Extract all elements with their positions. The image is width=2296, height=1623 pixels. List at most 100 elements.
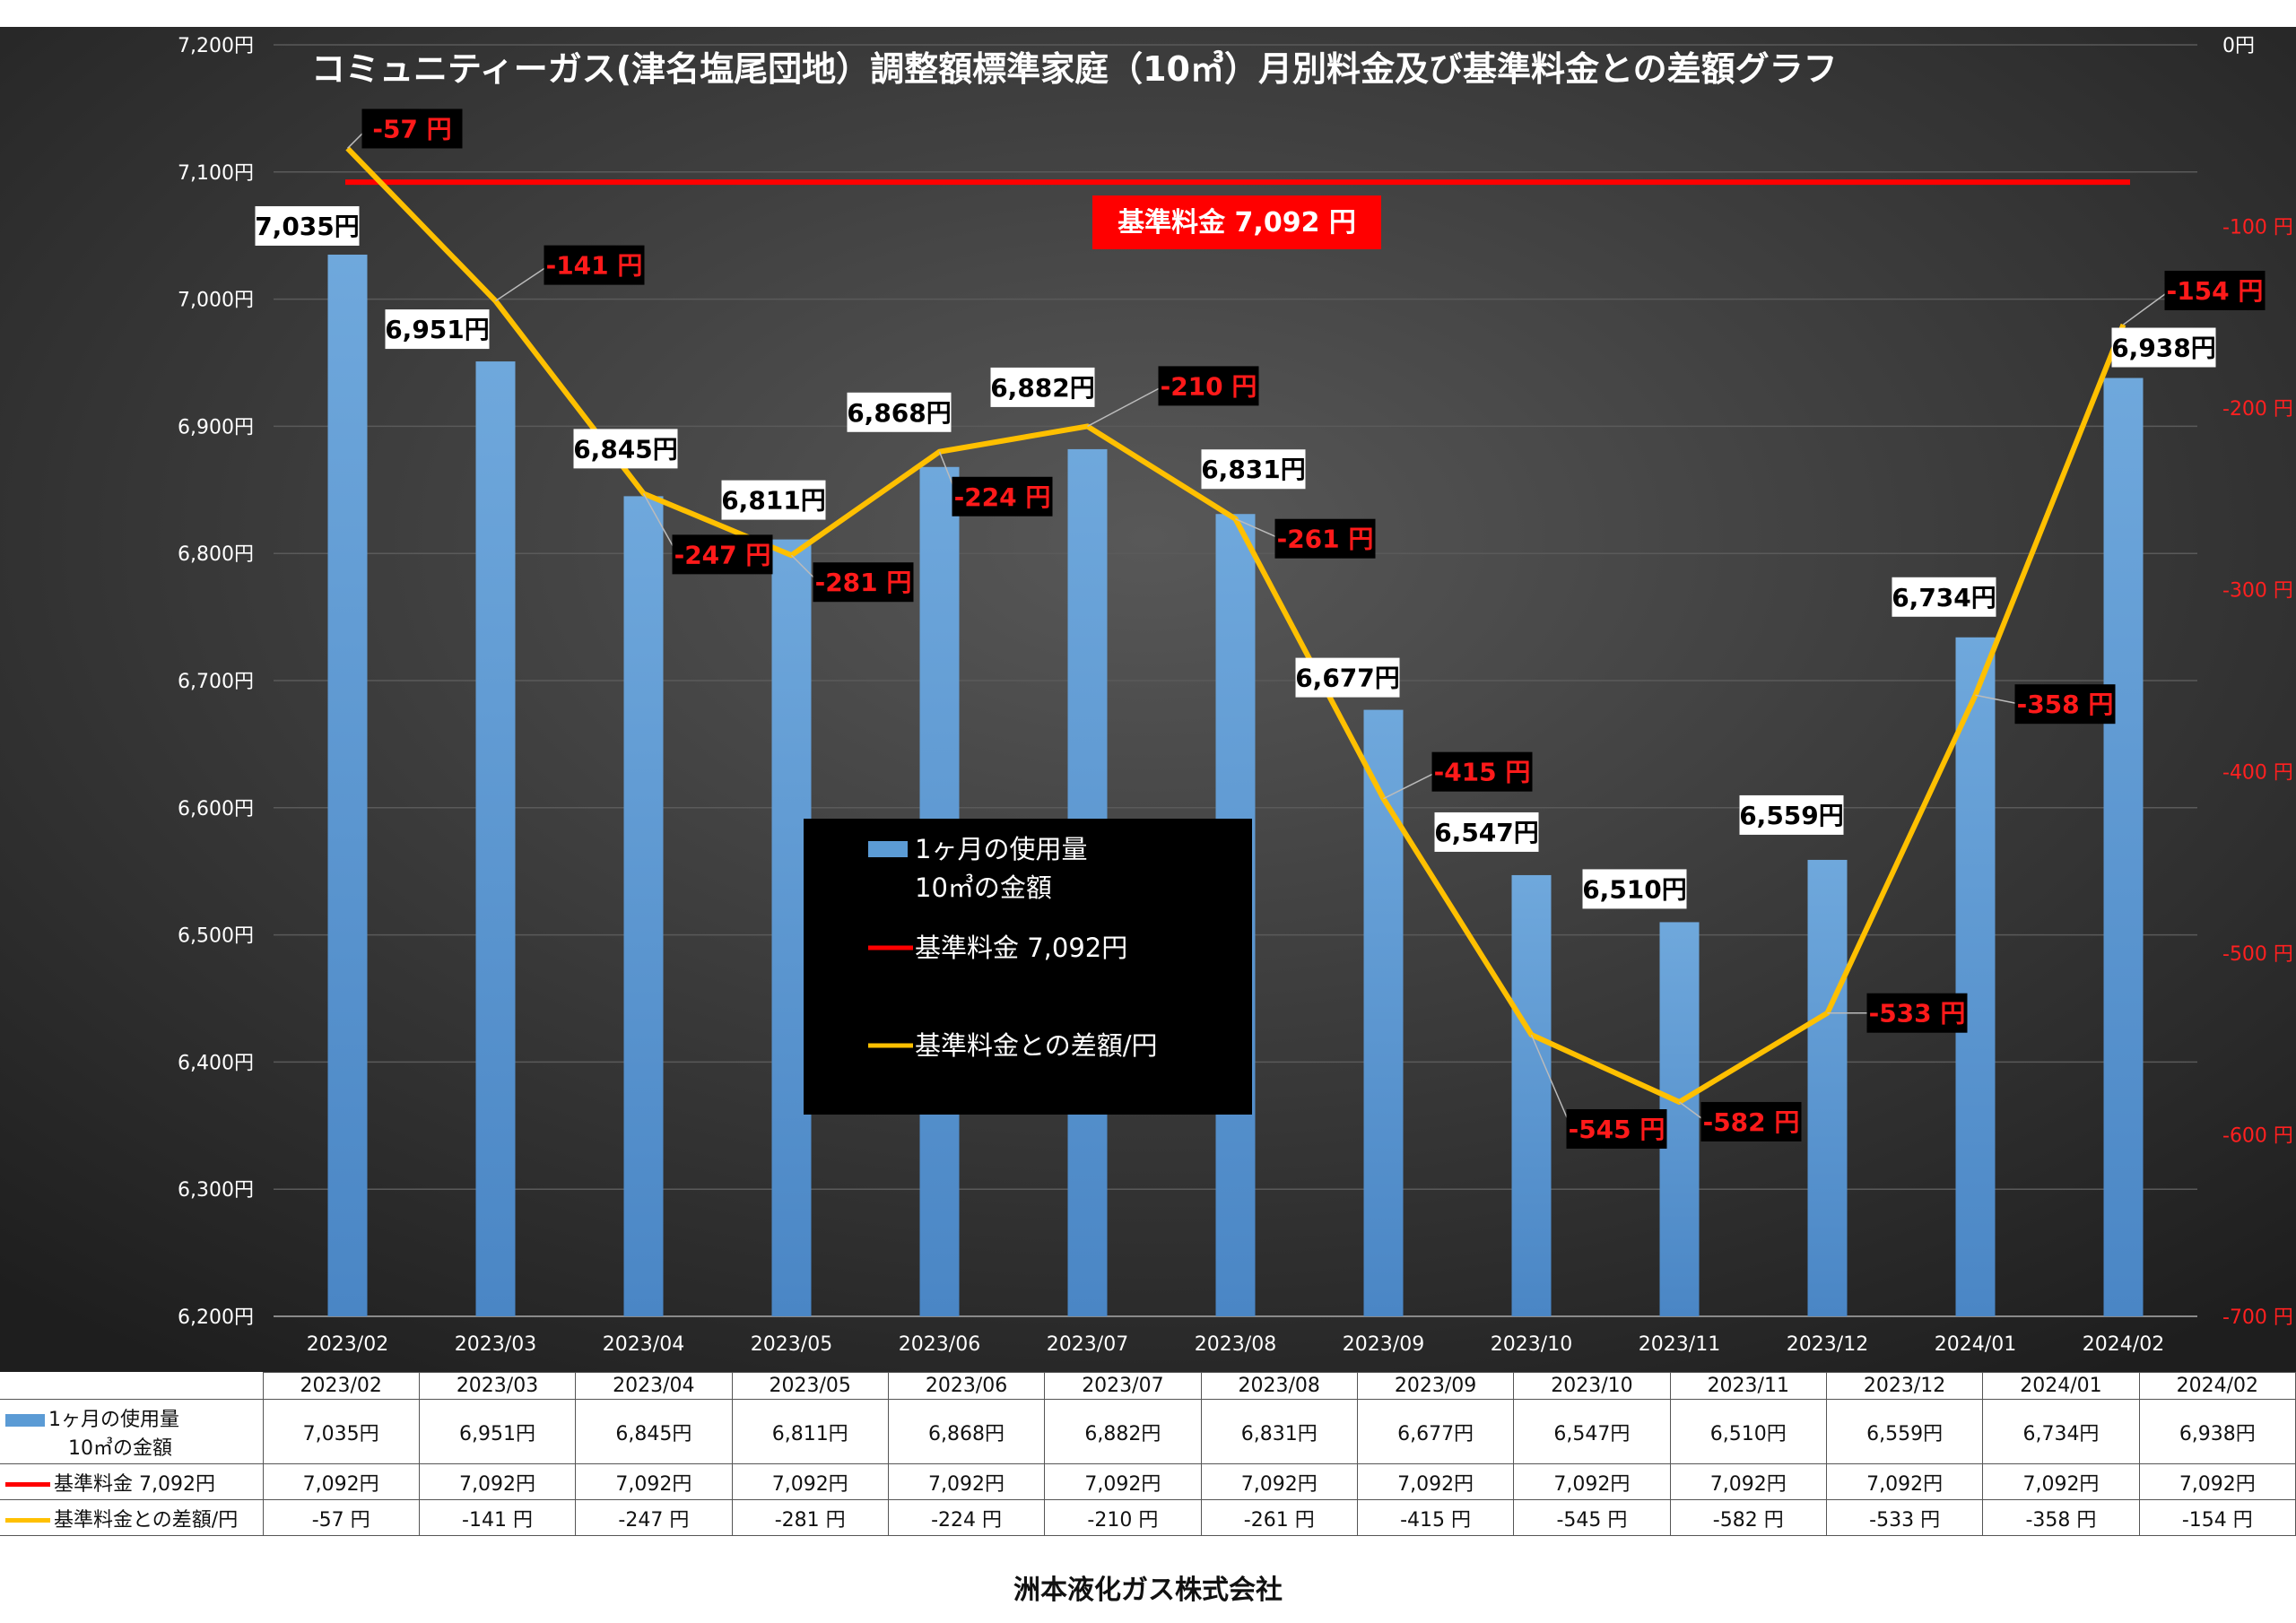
table-row-label: 基準料金との差額/円 — [0, 1499, 264, 1536]
x-tick-label: 2024/02 — [2083, 1333, 2164, 1356]
bar-value-label: 6,882円 — [990, 373, 1095, 403]
x-tick-label: 2023/03 — [455, 1333, 536, 1356]
diff-label-leader — [2123, 290, 2170, 325]
diff-label-box — [1566, 1109, 1667, 1150]
table-row-label: 1ヶ月の使用量 10㎥の金額 — [0, 1399, 264, 1464]
table-cell: 7,092円 — [1825, 1463, 1984, 1500]
diff-label-leader — [1530, 1034, 1573, 1130]
legend-bar-label-1: 1ヶ月の使用量 — [915, 834, 1087, 864]
bar — [1807, 859, 1848, 1316]
base-series-swatch — [5, 1482, 50, 1487]
bar-label-box — [1892, 577, 1996, 617]
legend-base-label: 基準料金 7,092円 — [915, 933, 1127, 963]
diff-value-label: -281 円 — [815, 568, 912, 597]
table-cell: 6,811円 — [731, 1399, 889, 1464]
table-row-label-line1: 1ヶ月の使用量 — [48, 1408, 179, 1431]
legend-bar-swatch — [868, 841, 908, 857]
diff-value-label: -247 円 — [674, 540, 771, 569]
diff-label-leader — [1383, 771, 1438, 800]
legend-diff-label: 基準料金との差額/円 — [915, 1030, 1157, 1061]
diff-label-leader — [495, 265, 550, 302]
bar-label-box — [573, 429, 678, 469]
y-left-tick-label: 7,200円 — [178, 35, 254, 57]
bar-value-label: 6,547円 — [1434, 818, 1539, 847]
diff-value-label: -533 円 — [1869, 999, 1966, 1028]
table-header-cell: 2023/04 — [575, 1372, 733, 1400]
diff-value-label: -545 円 — [1569, 1115, 1665, 1144]
y-left-tick-label: 6,400円 — [178, 1052, 254, 1074]
table-header-cell: 2023/08 — [1200, 1372, 1358, 1400]
table-cell: 6,882円 — [1044, 1399, 1202, 1464]
table-cell: 7,035円 — [262, 1399, 420, 1464]
y-right-tick-label: 0円 — [2222, 35, 2255, 57]
x-tick-label: 2023/06 — [899, 1333, 980, 1356]
table-header-cell: 2023/03 — [418, 1372, 577, 1400]
y-left-tick-label: 6,500円 — [178, 925, 254, 948]
bar-value-label: 7,035円 — [255, 212, 360, 241]
table-cell: 6,734円 — [1982, 1399, 2140, 1464]
bar-label-box — [721, 480, 826, 520]
table-cell: 6,677円 — [1356, 1399, 1515, 1464]
y-left-tick-label: 6,200円 — [178, 1306, 254, 1329]
x-tick-label: 2023/05 — [751, 1333, 832, 1356]
table-cell: -141 円 — [418, 1499, 577, 1536]
table-cell: -415 円 — [1356, 1499, 1515, 1536]
diff-label-box — [544, 245, 645, 285]
y-left-tick-label: 6,700円 — [178, 671, 254, 693]
x-tick-label: 2023/12 — [1787, 1333, 1868, 1356]
table-cell: 7,092円 — [2138, 1463, 2296, 1500]
table-header-cell: 2023/02 — [262, 1372, 420, 1400]
bar-value-label: 6,845円 — [573, 434, 678, 464]
diff-label-box — [1866, 993, 1968, 1033]
bar — [623, 496, 664, 1316]
table-header-cell: 2023/12 — [1825, 1372, 1984, 1400]
y-left-tick-label: 6,600円 — [178, 798, 254, 820]
diff-label-leader — [1975, 694, 2021, 705]
table-cell: -582 円 — [1669, 1499, 1827, 1536]
x-tick-label: 2024/01 — [1935, 1333, 2016, 1356]
diff-value-label: -261 円 — [1277, 525, 1374, 554]
bar-value-label: 6,831円 — [1201, 455, 1306, 484]
table-row: 1ヶ月の使用量 10㎥の金額 7,035円 6,951円 6,845円 6,811円 6,8… — [0, 1399, 2296, 1464]
bar-value-label: 6,559円 — [1739, 801, 1844, 830]
bar-value-label: 6,811円 — [721, 486, 826, 516]
table-cell: -224 円 — [887, 1499, 1046, 1536]
table-row-label-text: 基準料金との差額/円 — [54, 1508, 239, 1532]
table-cell: 6,547円 — [1513, 1399, 1671, 1464]
bar-label-box — [1739, 794, 1844, 835]
table-row-label-line2: 10㎥の金額 — [68, 1436, 172, 1460]
bar-value-label: 6,510円 — [1582, 874, 1687, 904]
x-tick-label: 2023/10 — [1491, 1333, 1572, 1356]
table-cell: 7,092円 — [262, 1463, 420, 1500]
table-cell: -210 円 — [1044, 1499, 1202, 1536]
table-cell: 7,092円 — [1669, 1463, 1827, 1500]
table-header-cell: 2023/07 — [1044, 1372, 1202, 1400]
bar-label-box — [255, 205, 360, 246]
y-right-tick-label: -600 円 — [2222, 1124, 2293, 1147]
y-right-tick-label: -500 円 — [2222, 943, 2293, 966]
bar-label-box — [385, 309, 490, 350]
bar — [1363, 709, 1404, 1316]
bar — [2103, 378, 2144, 1316]
table-cell: -533 円 — [1825, 1499, 1984, 1536]
table-cell: 7,092円 — [1044, 1463, 1202, 1500]
table-cell: 6,831円 — [1200, 1399, 1358, 1464]
bar — [1511, 874, 1552, 1316]
diff-label-box — [2014, 684, 2116, 725]
bar-label-box — [847, 392, 952, 432]
diff-label-leader — [642, 492, 679, 555]
y-right-tick-label: -200 円 — [2222, 398, 2293, 421]
table-row: 基準料金 7,092円 7,092円 7,092円 7,092円 7,092円 7,092… — [0, 1463, 2296, 1500]
bar-label-box — [2111, 327, 2216, 368]
legend-bar-label-2: 10㎥の金額 — [915, 872, 1052, 903]
table-header-cell: 2023/06 — [887, 1372, 1046, 1400]
table-row: 基準料金との差額/円 -57 円 -141 円 -247 円 -281 円 -224 円-… — [0, 1499, 2296, 1536]
diff-label-box — [1431, 751, 1533, 792]
table-corner — [0, 1373, 263, 1400]
diff-series-swatch — [5, 1518, 50, 1523]
table-header-cell: 2023/05 — [731, 1372, 889, 1400]
table-cell: -57 円 — [262, 1499, 420, 1536]
table-row-label-text: 基準料金 7,092円 — [54, 1472, 215, 1496]
table-header-cell: 2024/01 — [1982, 1372, 2140, 1400]
diff-value-label: -358 円 — [2017, 690, 2114, 719]
